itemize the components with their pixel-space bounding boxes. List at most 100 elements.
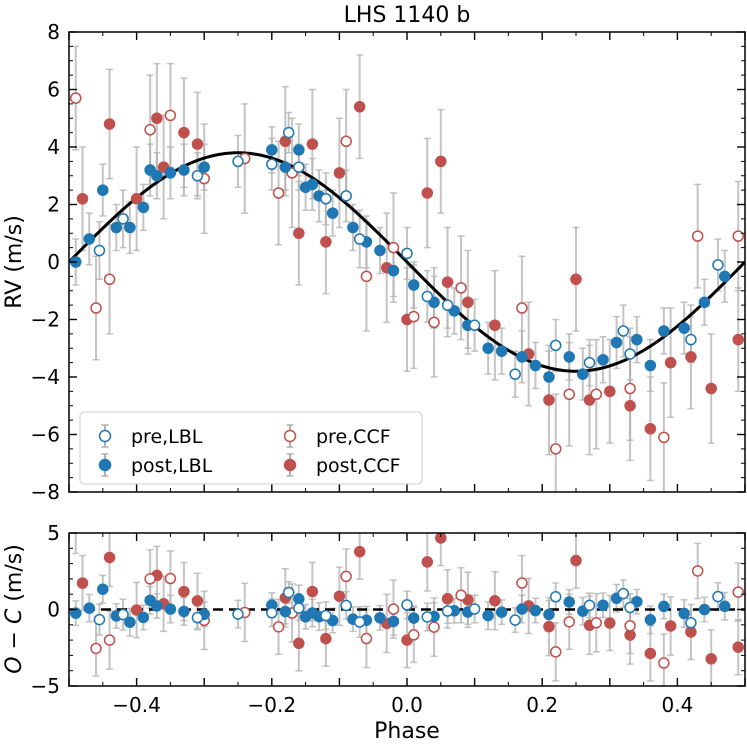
data-point [604,385,616,398]
data-point [137,201,150,214]
residual-point [543,608,555,621]
bottom-points [70,533,744,669]
residual-point [353,616,366,628]
data-point [232,155,244,168]
data-point [705,382,717,395]
data-point [320,236,332,248]
residual-point [97,583,109,595]
ylabel-units: (m/s) [2,544,27,608]
data-point [468,319,481,331]
residual-point [333,590,346,602]
data-point [718,270,731,283]
bottom-errorbars [72,533,742,686]
data-point [164,167,177,179]
legend-label: post,CCF [316,455,401,477]
residual-point [408,612,420,624]
data-point [408,279,420,291]
data-point [658,431,670,444]
residual-point [712,590,724,603]
residual-point [583,599,596,612]
data-point [691,230,704,242]
data-point [509,368,521,380]
data-point [617,325,630,337]
residual-point [178,605,190,618]
residual-point [529,604,542,617]
y-tick-label-top: 0 [47,250,60,274]
data-point [279,161,292,173]
y-tick-label-top: 2 [47,193,60,217]
residual-point [718,600,731,613]
ylabel-o: O [2,656,27,673]
residual-point [732,641,744,653]
residual-point [83,602,96,614]
data-point [144,124,156,136]
data-point [570,273,582,285]
residual-point [691,565,704,577]
residual-point [678,607,690,620]
data-point [340,190,352,202]
data-point [495,345,508,357]
residual-point [590,617,603,629]
data-point [482,342,494,354]
residual-point [137,611,150,624]
residual-point [164,603,177,615]
data-point [293,144,305,156]
legend-marker [98,429,112,443]
residual-point [509,614,521,626]
data-point [441,276,454,288]
residual-point [387,615,400,628]
data-point [563,351,575,363]
legend-label: pre,LBL [131,426,203,448]
data-point [685,351,697,363]
legend-marker [283,429,297,443]
data-point [70,92,82,104]
y-tick-label-bottom: 0 [47,598,60,622]
x-tick-label: −0.2 [248,693,297,717]
residual-point [624,620,636,632]
data-point [563,388,575,400]
data-point [360,270,373,283]
data-point [198,161,210,173]
data-point [401,247,413,260]
residual-point [360,632,373,645]
residual-point [516,577,528,589]
residual-point [658,657,670,669]
data-point [624,348,636,360]
data-point [658,325,670,337]
legend: pre,LBL post,LBL pre,CCF post,CCF [79,411,423,485]
residual-point [191,595,204,607]
residual-point [401,599,413,611]
data-point [678,322,690,334]
residual-point [103,634,116,646]
data-point [698,296,711,308]
residual-point [144,573,156,585]
data-point [347,221,359,234]
residual-point [374,612,386,624]
data-point [83,233,96,245]
top-points [70,92,744,455]
data-point [462,296,474,308]
residual-point [570,554,582,567]
data-point [590,388,603,400]
residual-point [549,646,562,658]
data-point [631,333,643,346]
data-point [306,138,319,150]
residual-point [164,572,177,585]
data-point [516,302,528,314]
data-point [664,356,677,369]
residual-point [441,605,454,617]
data-point [529,359,542,372]
data-point [103,273,116,285]
ylabel-minus: − [2,624,27,656]
data-point [178,164,190,176]
data-point [577,368,589,380]
residual-point [489,595,501,607]
residual-point [664,620,677,632]
residual-point [617,587,630,600]
data-point [333,167,346,179]
x-tick-label: 0.2 [526,693,558,717]
residual-point [563,616,575,628]
y-tick-label-bottom: −5 [31,674,60,698]
residual-point [293,637,305,650]
y-tick-label-bottom: 5 [47,521,60,545]
